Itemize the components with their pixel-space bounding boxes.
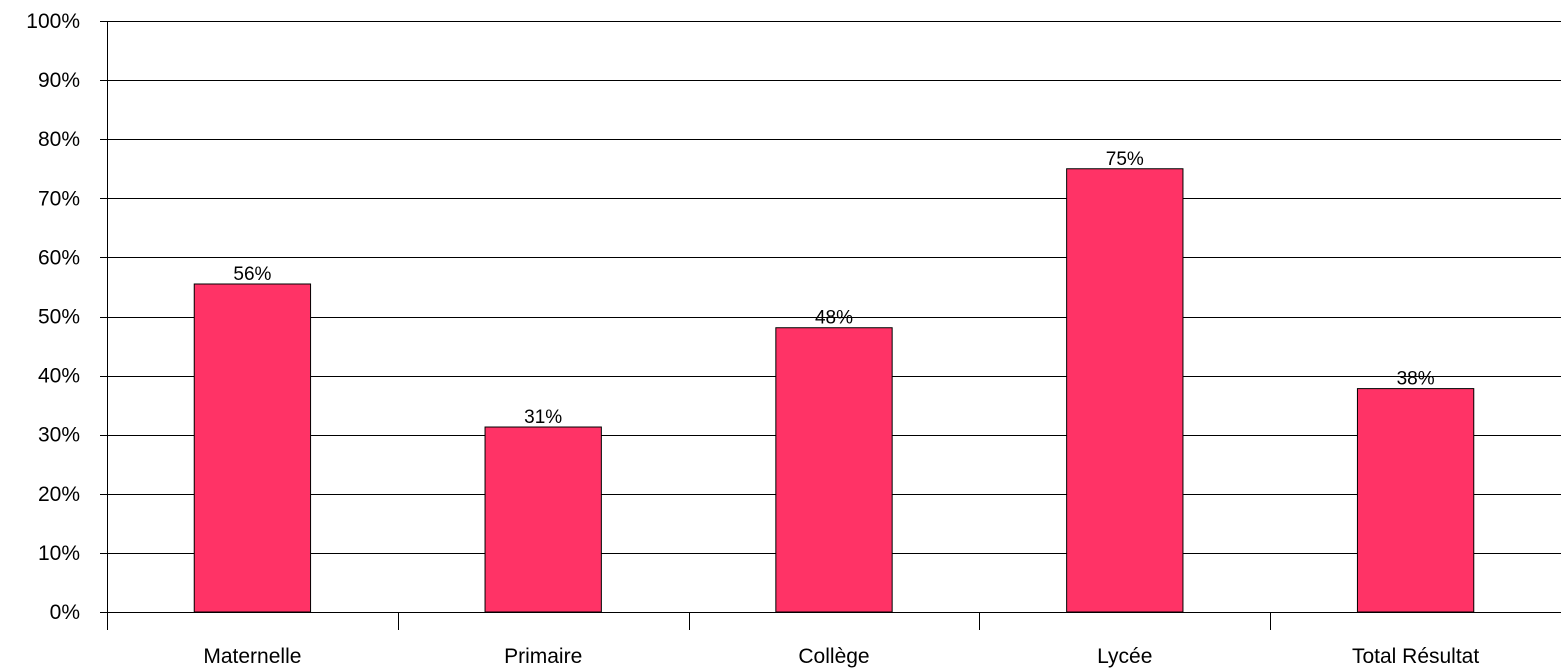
bar-primaire: [484, 426, 602, 613]
y-tick-label: 50%: [38, 306, 80, 329]
y-tick-label: 90%: [38, 69, 80, 92]
x-tick-label: Total Résultat: [1352, 645, 1479, 668]
data-label: 38%: [1397, 369, 1435, 390]
y-tick-label: 40%: [38, 365, 80, 388]
x-tick-label: Primaire: [504, 645, 582, 668]
y-tick-label: 100%: [26, 10, 80, 33]
y-tick-label: 30%: [38, 424, 80, 447]
x-tick-label: Collège: [798, 645, 869, 668]
data-label: 31%: [524, 407, 562, 428]
labels: 0% 10% 20% 30% 40% 50% 60% 70% 80% 90% 100% 56% Mate…: [26, 10, 1479, 668]
gridlines: [107, 21, 1561, 554]
data-label: 75%: [1106, 149, 1144, 170]
y-tick-label: 0%: [50, 601, 80, 624]
x-tick-label: Maternelle: [203, 645, 301, 668]
axes: [100, 21, 1561, 630]
y-tick-label: 80%: [38, 128, 80, 151]
bars: [193, 168, 1475, 613]
x-tick-label: Lycée: [1097, 645, 1152, 668]
y-tick-label: 10%: [38, 542, 80, 565]
data-label: 48%: [815, 308, 853, 329]
y-tick-label: 20%: [38, 483, 80, 506]
bar-coll-ge: [775, 327, 893, 613]
data-label: 56%: [233, 264, 271, 285]
bar-lyc-e: [1066, 168, 1184, 613]
bar-maternelle: [193, 283, 312, 613]
y-tick-label: 60%: [38, 246, 80, 269]
bar-total-r-sultat: [1356, 388, 1475, 613]
y-tick-label: 70%: [38, 187, 80, 210]
